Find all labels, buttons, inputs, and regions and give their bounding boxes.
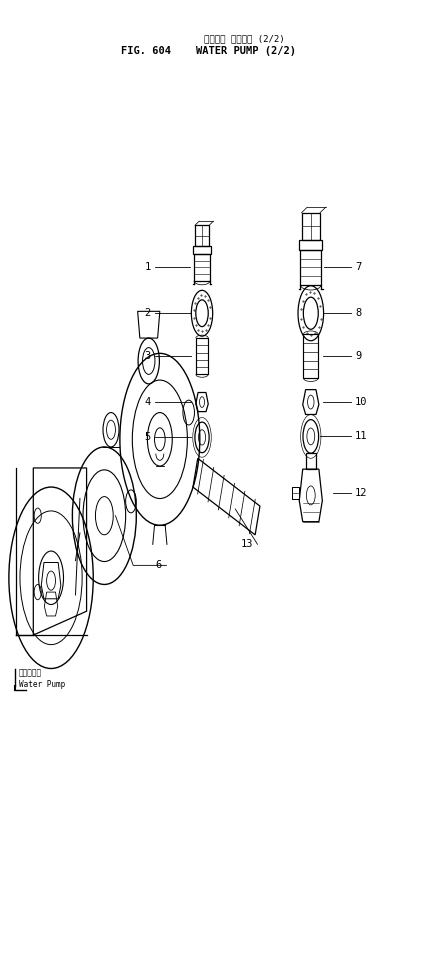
Text: 11: 11 bbox=[355, 432, 368, 441]
Text: 5: 5 bbox=[145, 433, 151, 442]
Text: 13: 13 bbox=[241, 540, 253, 549]
Text: 2: 2 bbox=[145, 308, 151, 318]
Text: 散水ポンプ: 散水ポンプ bbox=[19, 668, 42, 677]
Text: 6: 6 bbox=[156, 561, 162, 570]
Text: 8: 8 bbox=[355, 308, 361, 318]
Text: 10: 10 bbox=[355, 397, 368, 407]
Text: 1: 1 bbox=[145, 263, 151, 272]
Text: 9: 9 bbox=[355, 351, 361, 361]
Text: Water Pump: Water Pump bbox=[19, 680, 65, 689]
Text: 12: 12 bbox=[355, 488, 368, 498]
Text: 4: 4 bbox=[145, 397, 151, 407]
Text: ウォータ ポンプ゜ (2/2): ウォータ ポンプ゜ (2/2) bbox=[204, 34, 285, 43]
Text: 3: 3 bbox=[145, 351, 151, 361]
Text: 7: 7 bbox=[355, 263, 361, 272]
Text: FIG. 604    WATER PUMP (2/2): FIG. 604 WATER PUMP (2/2) bbox=[121, 46, 296, 55]
